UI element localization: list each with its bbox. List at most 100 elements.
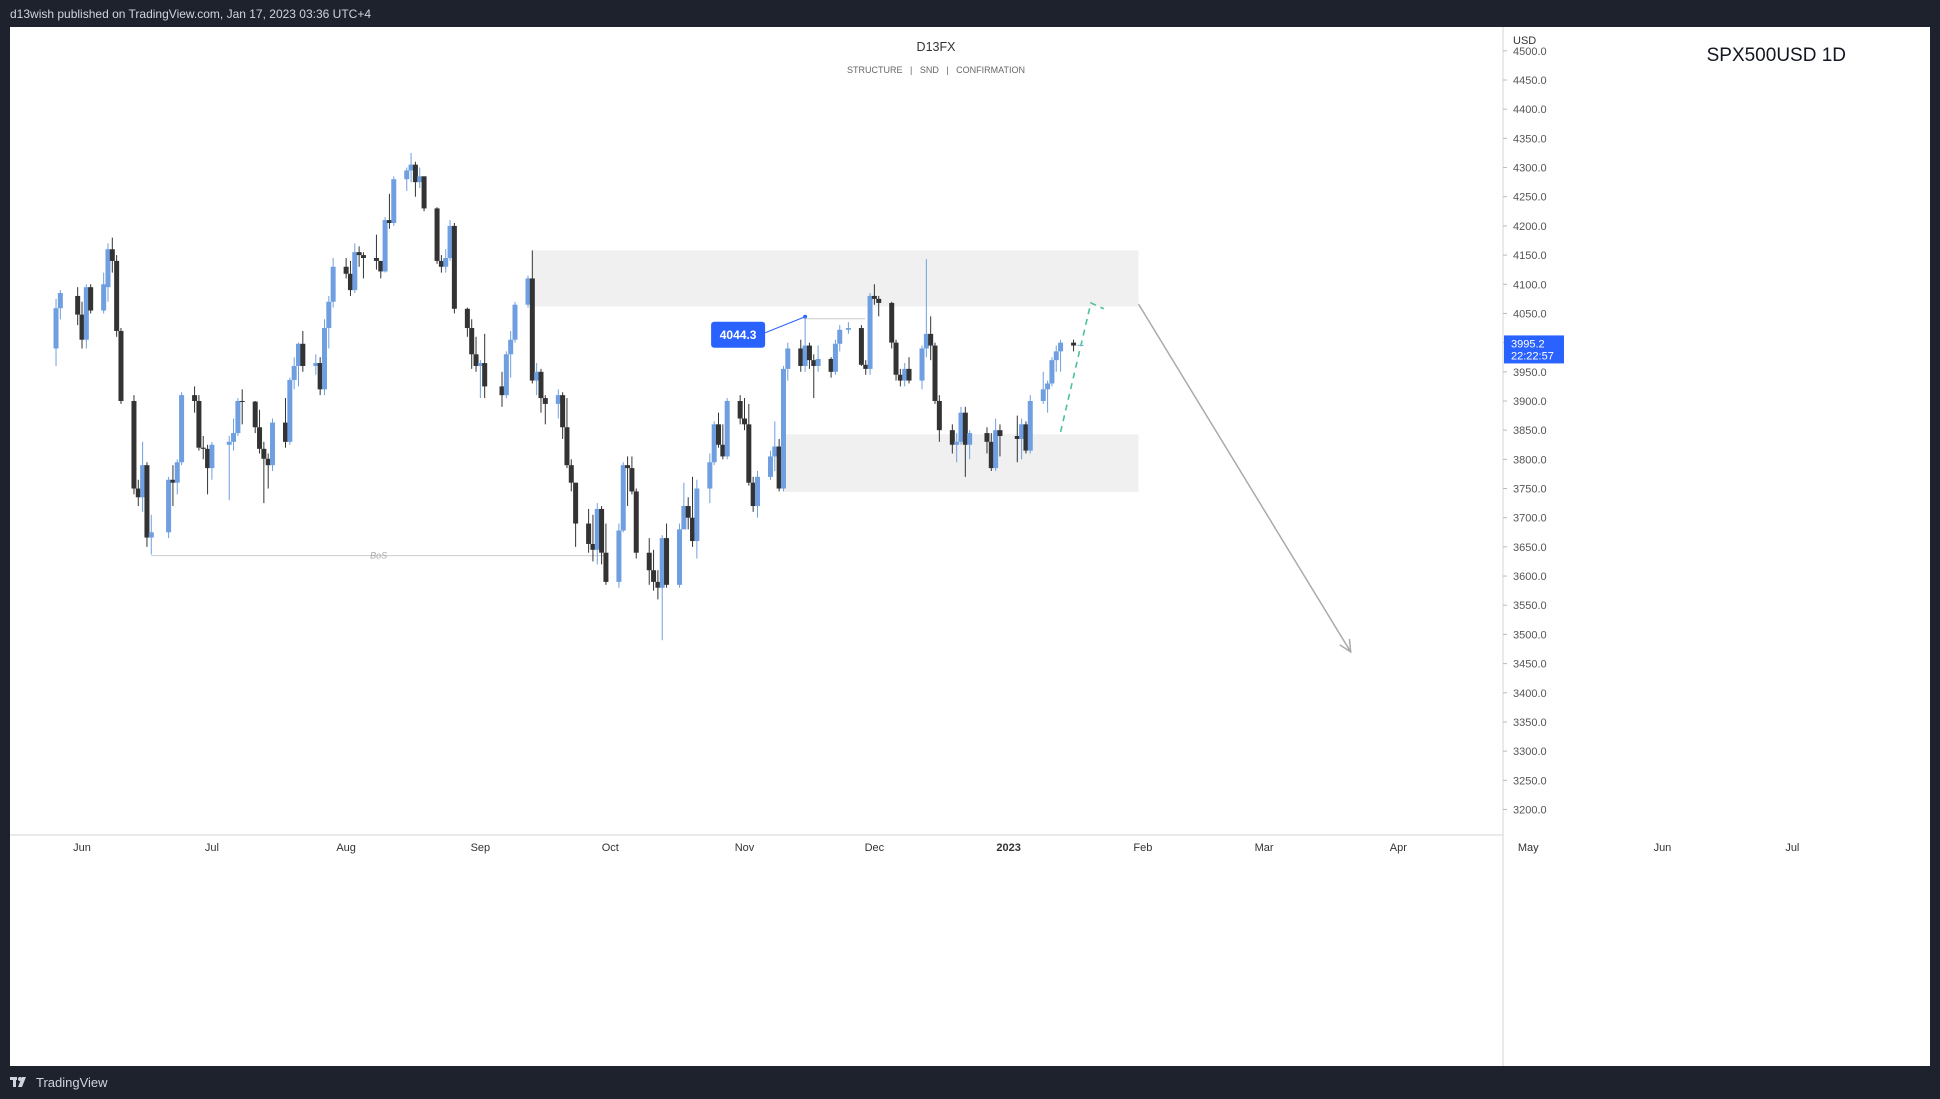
- candle[interactable]: [166, 476, 172, 539]
- candle[interactable]: [534, 363, 540, 396]
- candle[interactable]: [57, 290, 63, 320]
- candle[interactable]: [469, 319, 475, 369]
- candle[interactable]: [664, 523, 670, 588]
- candle[interactable]: [681, 482, 687, 530]
- chart-area[interactable]: BoS 4044.3 4500.0 4450.0 4400.0 4350.0 4300.0…: [10, 27, 1930, 1066]
- candle[interactable]: [716, 412, 722, 448]
- candle[interactable]: [135, 479, 141, 507]
- candle[interactable]: [720, 424, 726, 460]
- candle[interactable]: [932, 342, 938, 404]
- candle[interactable]: [555, 389, 561, 419]
- candle[interactable]: [958, 406, 964, 445]
- candle[interactable]: [711, 421, 717, 466]
- candle[interactable]: [1019, 418, 1025, 460]
- candle[interactable]: [512, 301, 518, 343]
- candle[interactable]: [170, 465, 176, 507]
- candle[interactable]: [261, 441, 267, 504]
- candle[interactable]: [235, 398, 241, 436]
- candle[interactable]: [447, 220, 453, 261]
- candle[interactable]: [434, 207, 440, 264]
- candle[interactable]: [902, 363, 908, 387]
- candle[interactable]: [741, 398, 747, 431]
- tradingview-logo[interactable]: TradingView: [10, 1075, 108, 1090]
- candle[interactable]: [897, 368, 903, 387]
- candle[interactable]: [296, 342, 301, 387]
- candle[interactable]: [179, 392, 185, 466]
- candle[interactable]: [209, 441, 215, 480]
- candle[interactable]: [231, 418, 237, 451]
- candle[interactable]: [508, 330, 514, 378]
- candle[interactable]: [192, 386, 198, 413]
- candle[interactable]: [1040, 371, 1046, 404]
- candle[interactable]: [239, 389, 245, 425]
- candle[interactable]: [538, 368, 544, 413]
- bullish-projection-path[interactable]: [1059, 301, 1105, 433]
- candle[interactable]: [655, 570, 661, 600]
- candle[interactable]: [114, 255, 120, 337]
- candle[interactable]: [1049, 357, 1055, 387]
- candle[interactable]: [148, 514, 154, 555]
- candle[interactable]: [109, 237, 115, 273]
- candle[interactable]: [347, 260, 353, 296]
- candle[interactable]: [659, 535, 665, 641]
- candle[interactable]: [330, 258, 336, 308]
- candle[interactable]: [200, 436, 206, 460]
- candle[interactable]: [252, 400, 258, 434]
- candle[interactable]: [300, 330, 306, 372]
- candle[interactable]: [837, 325, 843, 352]
- candle[interactable]: [321, 319, 327, 396]
- candle[interactable]: [499, 371, 505, 407]
- candle[interactable]: [560, 392, 566, 439]
- candle[interactable]: [343, 258, 349, 279]
- candle[interactable]: [118, 328, 124, 404]
- candle[interactable]: [88, 284, 94, 314]
- candle[interactable]: [893, 339, 899, 381]
- candle[interactable]: [767, 450, 773, 480]
- candle[interactable]: [772, 421, 778, 472]
- candle[interactable]: [962, 406, 968, 477]
- candle[interactable]: [421, 176, 427, 212]
- candle[interactable]: [802, 316, 808, 372]
- candle[interactable]: [283, 398, 289, 448]
- candle[interactable]: [876, 295, 882, 317]
- candle[interactable]: [599, 506, 605, 565]
- candle[interactable]: [131, 395, 137, 495]
- candle[interactable]: [1023, 421, 1029, 454]
- candle[interactable]: [391, 176, 397, 226]
- candle[interactable]: [603, 523, 609, 585]
- candle[interactable]: [482, 333, 488, 399]
- candle[interactable]: [754, 471, 760, 518]
- candle[interactable]: [1045, 380, 1051, 413]
- candle[interactable]: [75, 287, 81, 326]
- candle[interactable]: [997, 424, 1003, 457]
- candle[interactable]: [382, 217, 388, 273]
- candle[interactable]: [408, 152, 414, 183]
- candle[interactable]: [828, 357, 834, 378]
- candle[interactable]: [140, 441, 146, 512]
- candle[interactable]: [443, 249, 449, 273]
- supply-zone[interactable]: [532, 250, 1139, 307]
- last-price-badge[interactable]: [1504, 335, 1564, 364]
- candle[interactable]: [967, 430, 973, 460]
- candle[interactable]: [356, 246, 362, 267]
- candle[interactable]: [651, 549, 657, 591]
- candle[interactable]: [694, 479, 700, 559]
- candle[interactable]: [737, 395, 743, 425]
- candle[interactable]: [412, 161, 418, 197]
- candle[interactable]: [105, 243, 111, 302]
- candle[interactable]: [646, 538, 652, 585]
- candle[interactable]: [832, 339, 838, 375]
- candle[interactable]: [542, 395, 548, 425]
- candle[interactable]: [326, 295, 332, 349]
- candle[interactable]: [928, 316, 934, 361]
- candle[interactable]: [438, 255, 444, 273]
- candle[interactable]: [871, 284, 877, 305]
- candle[interactable]: [785, 342, 791, 381]
- candle[interactable]: [889, 301, 895, 349]
- candle[interactable]: [923, 259, 929, 358]
- candle[interactable]: [144, 462, 150, 547]
- candle[interactable]: [811, 354, 817, 399]
- candle[interactable]: [776, 438, 782, 492]
- candle[interactable]: [1058, 339, 1064, 372]
- candle[interactable]: [287, 377, 293, 445]
